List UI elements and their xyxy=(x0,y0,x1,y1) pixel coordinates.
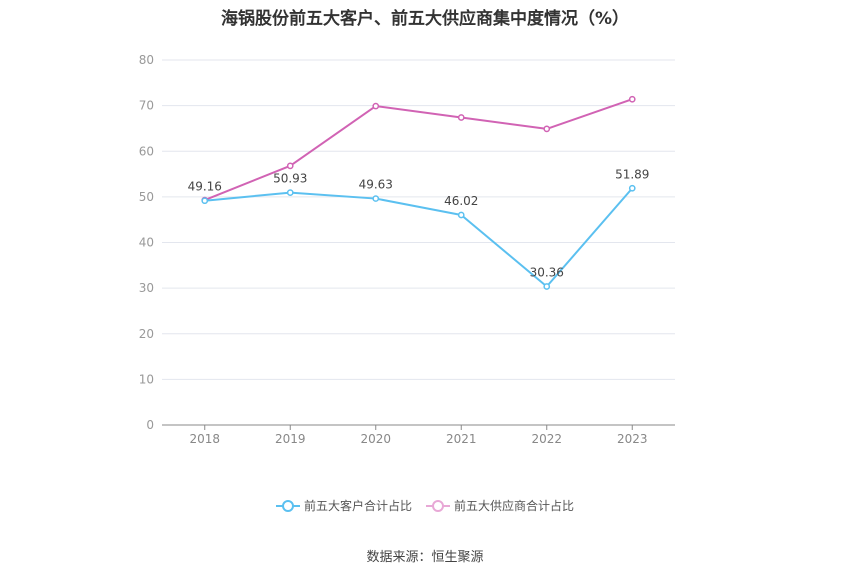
axes: 0 10 20 30 40 50 60 70 80 2018 2019 2020 2021 2022 202… xyxy=(139,53,675,446)
y-tick-label: 30 xyxy=(139,281,154,295)
source-note: 数据来源：恒生聚源 xyxy=(366,550,484,565)
legend-item-suppliers[interactable]: 前五大供应商合计占比 xyxy=(426,497,574,514)
x-tick-label: 2019 xyxy=(275,432,306,446)
data-label: 51.89 xyxy=(615,167,649,181)
series-point-0 xyxy=(372,195,380,202)
series-point-0 xyxy=(457,211,465,219)
series-point-0 xyxy=(628,184,636,192)
series-point-1 xyxy=(628,95,636,103)
x-tick-label: 2021 xyxy=(446,432,477,446)
x-tick-label: 2020 xyxy=(360,432,391,446)
x-tick-label: 2018 xyxy=(189,432,220,446)
series-point-0 xyxy=(286,189,294,196)
series-point-0 xyxy=(543,283,551,290)
series-point-1 xyxy=(286,162,294,170)
y-tick-label: 40 xyxy=(139,236,154,250)
y-tick-label: 70 xyxy=(139,99,154,113)
series-point-1 xyxy=(372,102,380,110)
y-tick-label: 50 xyxy=(139,190,154,204)
x-tick-label: 2023 xyxy=(617,432,648,446)
legend-item-customers[interactable]: 前五大客户合计占比 xyxy=(275,497,412,514)
y-tick-label: 10 xyxy=(139,372,154,386)
y-tick-label: 0 xyxy=(146,418,154,432)
series-lines xyxy=(201,95,636,290)
y-tick-label: 80 xyxy=(139,53,154,67)
series-point-1 xyxy=(457,114,465,121)
legend: 前五大客户合计占比 前五大供应商合计占比 xyxy=(0,497,850,514)
legend-marker-customers xyxy=(275,499,300,512)
legend-label-customers: 前五大客户合计占比 xyxy=(303,499,412,513)
chart-title: 海锅股份前五大客户、前五大供应商集中度情况（%） xyxy=(220,9,630,29)
data-label: 49.63 xyxy=(359,178,393,192)
grid-lines xyxy=(162,59,675,380)
data-labels: 49.16 50.93 49.63 46.02 30.36 51.89 xyxy=(188,167,650,279)
legend-marker-suppliers xyxy=(426,499,450,512)
series-line-1 xyxy=(204,98,633,201)
y-tick-label: 20 xyxy=(139,327,154,341)
series-point-0 xyxy=(201,197,209,205)
data-label: 50.93 xyxy=(273,172,307,186)
legend-label-suppliers: 前五大供应商合计占比 xyxy=(454,499,575,513)
data-label: 46.02 xyxy=(444,194,478,208)
data-label: 30.36 xyxy=(530,265,564,279)
series-line-0 xyxy=(204,187,634,288)
y-tick-label: 60 xyxy=(139,144,154,158)
data-label: 49.16 xyxy=(188,180,222,194)
x-tick-label: 2022 xyxy=(531,432,562,446)
series-point-1 xyxy=(543,125,551,133)
